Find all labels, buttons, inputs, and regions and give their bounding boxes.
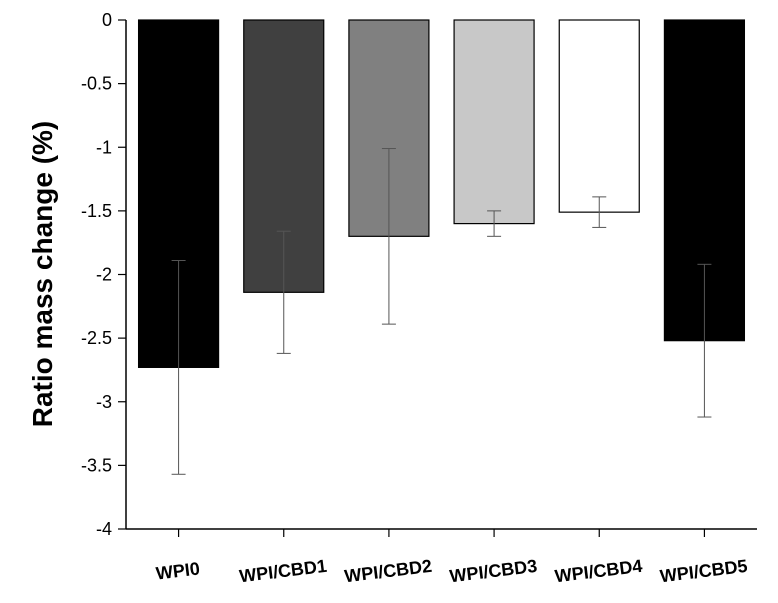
y-axis-title: Ratio mass change (%)	[27, 121, 58, 428]
x-tick-label-2: WPI/CBD1	[238, 556, 328, 587]
y-tick-label-9: -4	[96, 519, 112, 539]
y-tick-label-5: -2	[96, 265, 112, 285]
bar-wpi-cbd2	[348, 19, 430, 237]
x-tick-label-1: WPI0	[155, 558, 201, 583]
y-tick-label-8: -3.5	[81, 455, 112, 475]
x-tick-label-3: WPI/CBD2	[343, 556, 433, 587]
y-tick-label-3: -1	[96, 137, 112, 157]
error-bars-layer	[171, 148, 712, 475]
axes-layer	[118, 19, 757, 537]
y-tick-label-1: 0	[102, 10, 112, 30]
x-tick-label-6: WPI/CBD5	[659, 556, 749, 587]
x-tick-label-5: WPI/CBD4	[554, 556, 644, 587]
bars-layer	[137, 19, 746, 368]
x-tick-label-4: WPI/CBD3	[448, 556, 538, 587]
y-tick-label-4: -1.5	[81, 201, 112, 221]
bar-wpi-cbd4	[558, 19, 640, 213]
bar-wpi-cbd3	[453, 19, 535, 225]
y-tick-label-7: -3	[96, 392, 112, 412]
y-tick-label-6: -2.5	[81, 328, 112, 348]
y-tick-label-2: -0.5	[81, 74, 112, 94]
